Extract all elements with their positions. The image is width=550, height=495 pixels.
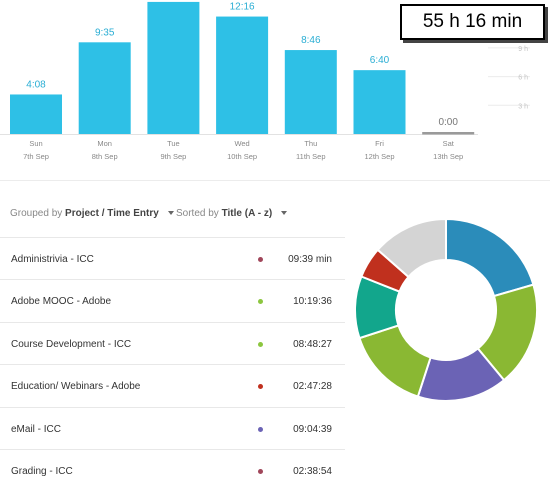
- x-tick-label-day: Thu: [304, 139, 317, 148]
- project-color-dot: [258, 299, 263, 305]
- project-color-dot: [258, 426, 263, 432]
- list-item[interactable]: Administrivia - ICC 09:39 min: [0, 237, 345, 279]
- list-item[interactable]: Course Development - ICC 08:48:27: [0, 321, 345, 364]
- sort-by-dropdown[interactable]: Sorted by Title (A - z): [176, 208, 287, 219]
- y-tick-label: 3 h: [518, 103, 528, 110]
- group-by-dropdown[interactable]: Grouped by Project / Time Entry: [10, 208, 174, 219]
- project-color-dot: [258, 341, 263, 347]
- entry-title: Education/ Webinars - Adobe: [11, 381, 141, 393]
- bar[interactable]: [422, 132, 475, 135]
- y-tick-label: 6 h: [518, 75, 528, 82]
- list-item[interactable]: Education/ Webinars - Adobe 02:47:28: [0, 364, 345, 406]
- bar[interactable]: [10, 94, 62, 134]
- bar-data-label: 12:16: [230, 2, 255, 13]
- entry-duration: 08:48:27: [293, 338, 332, 350]
- project-donut-chart: [354, 217, 538, 402]
- sort-by-value: Title (A - z): [221, 208, 273, 219]
- donut-slice[interactable]: [358, 324, 432, 398]
- x-tick-label-date: 9th Sep: [160, 152, 186, 161]
- x-tick-label-day: Tue: [167, 139, 180, 148]
- x-tick-label-day: Mon: [97, 139, 112, 148]
- x-tick-label-day: Sat: [443, 139, 455, 148]
- bar[interactable]: [78, 42, 131, 135]
- project-color-dot: [258, 468, 263, 474]
- x-tick-label-date: 13th Sep: [433, 152, 463, 161]
- bar[interactable]: [216, 16, 269, 134]
- entry-title: Adobe MOOC - Adobe: [11, 296, 112, 308]
- entry-title: Grading - ICC: [11, 465, 73, 477]
- entry-duration: 09:39 min: [288, 254, 332, 265]
- donut-slice[interactable]: [445, 217, 535, 298]
- x-tick-label-date: 8th Sep: [92, 152, 118, 161]
- x-tick-label-date: 10th Sep: [227, 152, 257, 161]
- chevron-down-icon: [167, 211, 174, 216]
- entry-duration: 02:47:28: [293, 381, 332, 393]
- bar-data-label: 9:35: [95, 27, 115, 38]
- entry-title: eMail - ICC: [11, 423, 62, 435]
- bar-data-label: 4:08: [26, 79, 46, 90]
- bar[interactable]: [284, 50, 337, 134]
- x-tick-label-date: 11th Sep: [296, 152, 325, 161]
- entry-duration: 02:38:54: [293, 465, 332, 477]
- project-color-dot: [258, 384, 263, 390]
- list-item[interactable]: Grading - ICC 02:38:54: [0, 448, 345, 491]
- project-color-dot: [258, 257, 263, 262]
- entry-duration: 09:04:39: [293, 423, 332, 435]
- bar[interactable]: [353, 70, 406, 134]
- entry-title: Course Development - ICC: [11, 338, 132, 350]
- x-tick-label-day: Wed: [234, 139, 249, 148]
- bar-data-label: 8:46: [301, 35, 321, 46]
- x-tick-label-day: Sun: [29, 139, 42, 148]
- entry-duration: 10:19:36: [293, 296, 332, 308]
- entry-title: Administrivia - ICC: [11, 254, 94, 265]
- y-tick-label: 9 h: [518, 46, 528, 53]
- section-divider: [0, 180, 550, 181]
- x-tick-label-date: 12th Sep: [364, 152, 394, 161]
- x-tick-label-date: 7th Sep: [23, 152, 49, 161]
- bar-data-label: 0:00: [438, 117, 458, 128]
- sort-by-prefix: Sorted by: [176, 208, 219, 219]
- time-entry-list: Administrivia - ICC 09:39 min Adobe MOOC…: [0, 237, 345, 491]
- x-tick-label-day: Fri: [375, 139, 384, 148]
- list-item[interactable]: Adobe MOOC - Adobe 10:19:36: [0, 279, 345, 321]
- group-by-value: Project / Time Entry: [65, 208, 159, 219]
- donut-slice[interactable]: [376, 217, 447, 279]
- total-time-value: 55 h 16 min: [422, 11, 523, 32]
- bar[interactable]: [147, 1, 200, 134]
- list-item[interactable]: eMail - ICC 09:04:39: [0, 406, 345, 449]
- chevron-down-icon: [280, 211, 287, 216]
- bar-data-label: 6:40: [370, 55, 390, 66]
- total-time-box: 55 h 16 min: [400, 4, 545, 40]
- group-by-prefix: Grouped by: [10, 208, 63, 219]
